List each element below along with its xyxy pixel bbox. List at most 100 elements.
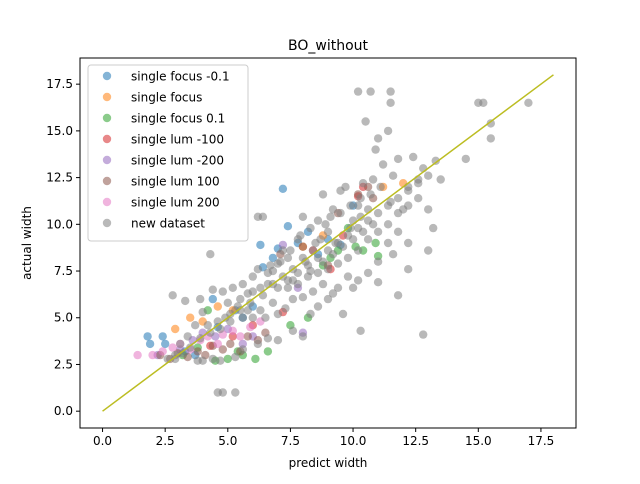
data-point bbox=[206, 328, 215, 337]
data-point bbox=[161, 339, 170, 349]
data-point bbox=[268, 253, 278, 263]
data-point bbox=[236, 332, 245, 341]
data-point bbox=[148, 350, 157, 360]
data-point bbox=[298, 242, 308, 251]
data-point bbox=[238, 345, 247, 354]
data-point bbox=[363, 268, 373, 278]
data-point bbox=[288, 326, 298, 335]
data-point bbox=[313, 268, 323, 278]
data-point bbox=[253, 265, 263, 274]
data-point bbox=[168, 291, 177, 300]
data-point bbox=[346, 201, 355, 210]
data-point bbox=[248, 272, 257, 281]
data-point bbox=[248, 287, 257, 296]
data-point bbox=[336, 208, 345, 218]
data-point bbox=[524, 98, 533, 108]
data-point bbox=[228, 283, 237, 292]
data-point bbox=[343, 253, 353, 263]
data-point bbox=[378, 160, 388, 169]
data-point bbox=[223, 298, 232, 307]
data-point bbox=[196, 294, 205, 304]
data-point bbox=[251, 354, 260, 364]
y-tick-label: 5.0 bbox=[54, 311, 73, 325]
data-point bbox=[366, 190, 375, 199]
data-point bbox=[321, 220, 330, 229]
data-point bbox=[278, 184, 288, 193]
data-point bbox=[333, 259, 343, 268]
series-2 bbox=[178, 223, 383, 365]
data-point bbox=[266, 261, 275, 270]
data-point bbox=[424, 205, 433, 214]
data-point bbox=[303, 272, 313, 281]
data-point bbox=[216, 324, 225, 334]
data-point bbox=[186, 343, 195, 352]
data-point bbox=[388, 171, 398, 180]
data-point bbox=[238, 313, 247, 322]
data-point bbox=[363, 216, 373, 225]
data-point bbox=[383, 220, 393, 229]
data-point bbox=[393, 208, 403, 218]
data-point bbox=[168, 343, 177, 352]
data-point bbox=[373, 134, 383, 143]
y-tick-label: 2.5 bbox=[54, 357, 73, 371]
data-point bbox=[183, 332, 192, 341]
data-point bbox=[353, 276, 363, 285]
legend-marker bbox=[102, 134, 112, 144]
legend-label: single lum 100 bbox=[131, 175, 220, 189]
data-point bbox=[404, 238, 413, 248]
data-point bbox=[298, 212, 308, 221]
data-point bbox=[203, 321, 212, 330]
data-point bbox=[298, 293, 308, 302]
data-point bbox=[353, 223, 363, 233]
data-point bbox=[424, 246, 433, 255]
data-point bbox=[296, 231, 305, 240]
data-point bbox=[261, 313, 270, 322]
legend-label: single lum -200 bbox=[131, 154, 224, 168]
data-point bbox=[198, 307, 207, 317]
legend: single focus -0.1 single focus single focu… bbox=[87, 64, 249, 242]
data-point bbox=[313, 216, 323, 225]
data-point bbox=[278, 246, 288, 255]
x-tick-label: 0.0 bbox=[93, 434, 112, 448]
data-point bbox=[176, 339, 185, 349]
data-point bbox=[223, 354, 232, 364]
legend-marker bbox=[102, 218, 112, 228]
data-point bbox=[383, 201, 393, 210]
data-point bbox=[404, 265, 413, 274]
data-point bbox=[361, 117, 370, 126]
data-point bbox=[353, 87, 363, 96]
data-point bbox=[373, 208, 383, 218]
data-point bbox=[333, 238, 343, 248]
reference-line-layer bbox=[102, 74, 554, 412]
data-point bbox=[356, 194, 365, 203]
data-point bbox=[208, 294, 217, 304]
data-point bbox=[393, 154, 403, 164]
data-point bbox=[283, 276, 293, 285]
data-point bbox=[263, 347, 273, 356]
data-point bbox=[313, 302, 323, 311]
data-point bbox=[373, 257, 383, 266]
axes-frame bbox=[79, 57, 577, 429]
data-point bbox=[338, 309, 348, 319]
y-axis-ticks: 0.0 2.5 5.0 7.5 10.0 12.5 15.0 17.5 bbox=[46, 77, 80, 418]
legend-marker bbox=[102, 92, 112, 102]
data-point bbox=[258, 212, 268, 221]
data-point bbox=[358, 179, 368, 188]
data-point bbox=[356, 212, 365, 221]
data-point bbox=[288, 294, 298, 304]
x-tick-label: 10.0 bbox=[340, 434, 367, 448]
data-point bbox=[371, 238, 380, 248]
data-point bbox=[393, 291, 403, 300]
legend-label: single focus -0.1 bbox=[131, 70, 230, 84]
reference-line bbox=[102, 74, 554, 412]
y-tick-label: 7.5 bbox=[54, 264, 73, 278]
data-point bbox=[461, 154, 470, 164]
data-point bbox=[386, 98, 395, 108]
data-point bbox=[228, 326, 237, 335]
data-point bbox=[186, 313, 195, 322]
data-point bbox=[273, 309, 283, 319]
data-point bbox=[256, 306, 265, 315]
data-point bbox=[243, 306, 252, 315]
data-point bbox=[486, 134, 495, 143]
